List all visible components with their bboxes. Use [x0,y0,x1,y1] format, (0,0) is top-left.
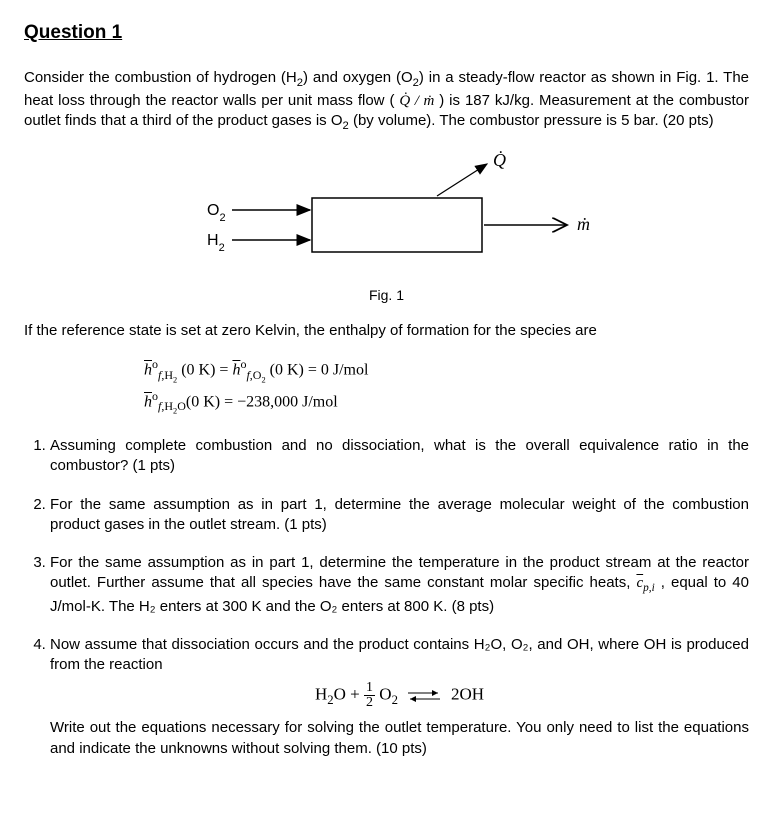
question-list: Assuming complete combustion and no diss… [24,436,749,759]
reactor-diagram: O2 H2 ṁ Q̇ [157,148,617,278]
dissociation-equation: H2O + 12 O2 2OH [50,681,749,710]
frac-num: 1 [364,681,375,696]
question-4: Now assume that dissociation occurs and … [50,635,749,759]
massflow-label: ṁ [577,214,590,234]
reactor-box [312,198,482,252]
q4-text-b: Write out the equations necessary for so… [50,719,749,756]
page-title: Question 1 [24,20,749,46]
eq-line-1: hof,H2 (0 K) = hof,O2 (0 K) = 0 J/mol [144,355,749,386]
inlet-o2-label: O2 [207,202,226,224]
frac-den: 2 [364,696,375,710]
reference-text: If the reference state is set at zero Ke… [24,321,749,341]
question-2: For the same assumption as in part 1, de… [50,495,749,536]
cp-symbol: cp,i [636,575,654,591]
question-1: Assuming complete combustion and no diss… [50,436,749,477]
eq-line-2: hof,H2O(0 K) = −238,000 J/mol [144,387,749,418]
enthalpy-equations: hof,H2 (0 K) = hof,O2 (0 K) = 0 J/mol ho… [144,355,749,418]
heat-label: Q̇ [493,149,506,170]
figure-1: O2 H2 ṁ Q̇ Fig. 1 [24,148,749,305]
inlet-h2-label: H2 [207,232,225,254]
q4-text-a: Now assume that dissociation occurs and … [50,636,749,673]
question-3: For the same assumption as in part 1, de… [50,553,749,617]
intro-paragraph: Consider the combustion of hydrogen (H2)… [24,68,749,135]
figure-caption: Fig. 1 [369,286,404,305]
